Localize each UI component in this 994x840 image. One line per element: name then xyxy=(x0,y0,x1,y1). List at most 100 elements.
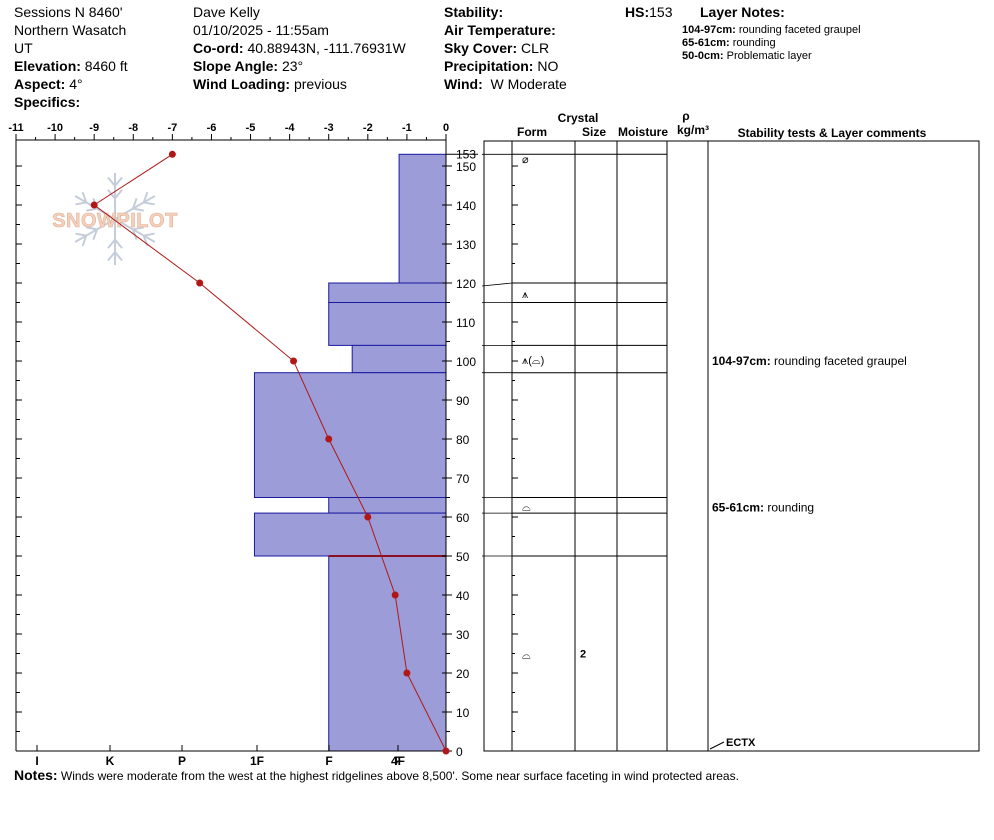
hardness-tick-label: 1F xyxy=(250,754,264,768)
depth-tick-label: 100 xyxy=(456,355,476,369)
temp-tick-label: -4 xyxy=(285,122,296,134)
depth-tick-label: 20 xyxy=(456,667,470,681)
temperature-point xyxy=(364,513,372,521)
layer-comment: 104-97cm: rounding faceted graupel xyxy=(712,354,907,368)
depth-tick-label: 50 xyxy=(456,550,470,564)
temp-tick-label: -9 xyxy=(89,122,99,134)
left-axes: -11 -10 -9 -8 -7 -6 -5 -4 -3 -2 -1 0010203040506070… xyxy=(8,122,478,768)
temp-tick-label: -8 xyxy=(128,122,138,134)
precipitation-particle-icon: ⌀ xyxy=(522,154,529,166)
depth-tick-label: 140 xyxy=(456,199,476,213)
notes: Notes: Winds were moderate from the west… xyxy=(14,767,739,783)
test-result-label: ECTX xyxy=(726,737,756,749)
crystal-size: 2 xyxy=(580,649,586,661)
hardness-layer xyxy=(253,372,447,499)
hardness-tick-label: 4F xyxy=(391,754,405,768)
hardness-layer xyxy=(398,153,447,284)
moisture-header: Moisture xyxy=(618,125,668,139)
stability: Stability: xyxy=(444,4,504,20)
temp-tick-label: 0 xyxy=(443,122,449,134)
hardness-tick-label: P xyxy=(178,754,186,768)
specifics: Specifics: xyxy=(14,94,81,110)
observer: Dave Kelly xyxy=(193,4,260,20)
slope-angle: Slope Angle: 23° xyxy=(193,58,304,74)
mountain-range: Northern Wasatch xyxy=(14,22,127,38)
depth-tick-label: 60 xyxy=(456,511,470,525)
temperature-point xyxy=(325,435,333,443)
temperature-point xyxy=(442,747,450,755)
wind: Wind: W Moderate xyxy=(444,76,567,92)
temperature-profile xyxy=(90,150,450,755)
hardness-tick-label: K xyxy=(106,754,115,768)
depth-tick-label: 40 xyxy=(456,589,470,603)
elevation: Elevation: 8460 ft xyxy=(14,58,128,74)
depth-tick-label: 30 xyxy=(456,628,470,642)
temperature-point xyxy=(290,357,298,365)
table-frame xyxy=(483,140,980,752)
air-temperature: Air Temperature: xyxy=(444,22,556,38)
depth-tick-label: 0 xyxy=(456,745,463,759)
crystal-header: Crystal xyxy=(558,111,599,125)
hardness-tick-label: I xyxy=(35,754,38,768)
logo-text: SNOWPILOT xyxy=(52,210,178,232)
layer-comment: 65-61cm: rounding xyxy=(712,500,814,514)
depth-tick-label: 90 xyxy=(456,394,470,408)
layer-notes-title: Layer Notes: xyxy=(700,4,785,20)
temperature-point xyxy=(391,591,399,599)
coordinates: Co-ord: 40.88943N, -111.76931W xyxy=(193,40,406,56)
hardness-bars xyxy=(253,153,447,752)
hardness-layer xyxy=(328,555,447,752)
temperature-point xyxy=(196,279,204,287)
hardness-layer xyxy=(328,302,447,346)
temp-tick-label: -2 xyxy=(363,122,373,134)
aspect: Aspect: 4° xyxy=(14,76,83,92)
depth-tick-label: 120 xyxy=(456,277,476,291)
layer-connector xyxy=(481,282,513,287)
sky-cover: Sky Cover: CLR xyxy=(444,40,550,56)
layer-note: 104-97cm: rounding faceted graupel xyxy=(682,24,861,36)
location-name: Sessions N 8460' xyxy=(14,4,123,20)
wind-loading: Wind Loading: previous xyxy=(193,76,347,92)
graupel-facet-icon: ⩚(⌓) xyxy=(522,355,544,367)
depth-tick-label: 150 xyxy=(456,160,476,174)
faceted-rounding-icon: ⩚ xyxy=(522,289,528,301)
depth-tick-label: 70 xyxy=(456,472,470,486)
depth-tick-label: 130 xyxy=(456,238,476,252)
snowpilot-logo: SNOWPILOT xyxy=(52,173,178,265)
stability-tests-header: Stability tests & Layer comments xyxy=(738,126,927,140)
temp-tick-label: -5 xyxy=(246,122,256,134)
hardness-layer xyxy=(351,344,447,374)
hardness-layer xyxy=(253,512,447,557)
depth-tick-label: 110 xyxy=(456,316,475,330)
hardness-layer xyxy=(328,282,447,303)
temperature-point xyxy=(403,669,411,677)
temperature-point xyxy=(90,201,98,209)
layer-note: 50-0cm: Problematic layer xyxy=(682,50,812,62)
test-marker-line xyxy=(709,741,725,750)
temp-tick-label: -7 xyxy=(167,122,177,134)
layer-note: 65-61cm: rounding xyxy=(682,37,776,49)
temp-tick-label: -10 xyxy=(47,122,63,134)
depth-tick-label: 80 xyxy=(456,433,470,447)
depth-tick-label: 10 xyxy=(456,706,470,720)
hardness-tick-label: F xyxy=(394,754,401,768)
hs-tick-label: 153 xyxy=(456,147,476,161)
layer-table: Crystal Form Size Moisture ρkg/m³ Stability t… xyxy=(481,109,980,752)
temp-tick-label: -11 xyxy=(8,122,23,134)
rounding-icon: ⌓ xyxy=(522,650,531,662)
observation-datetime: 01/10/2025 - 11:55am xyxy=(193,22,329,38)
density-symbol: ρ xyxy=(682,109,689,123)
temp-tick-label: -6 xyxy=(207,122,217,134)
temp-tick-label: -3 xyxy=(324,122,334,134)
temperature-point xyxy=(168,150,176,158)
state: UT xyxy=(14,40,33,56)
form-header: Form xyxy=(517,125,547,139)
snow-height: HS:153 xyxy=(625,4,673,20)
temp-tick-label: -1 xyxy=(402,122,412,134)
rounding-icon: ⌓ xyxy=(522,501,531,513)
density-unit-header: kg/m³ xyxy=(677,123,709,137)
size-header: Size xyxy=(582,125,606,139)
hardness-layer xyxy=(328,497,447,514)
hardness-tick-label: F xyxy=(325,754,332,768)
